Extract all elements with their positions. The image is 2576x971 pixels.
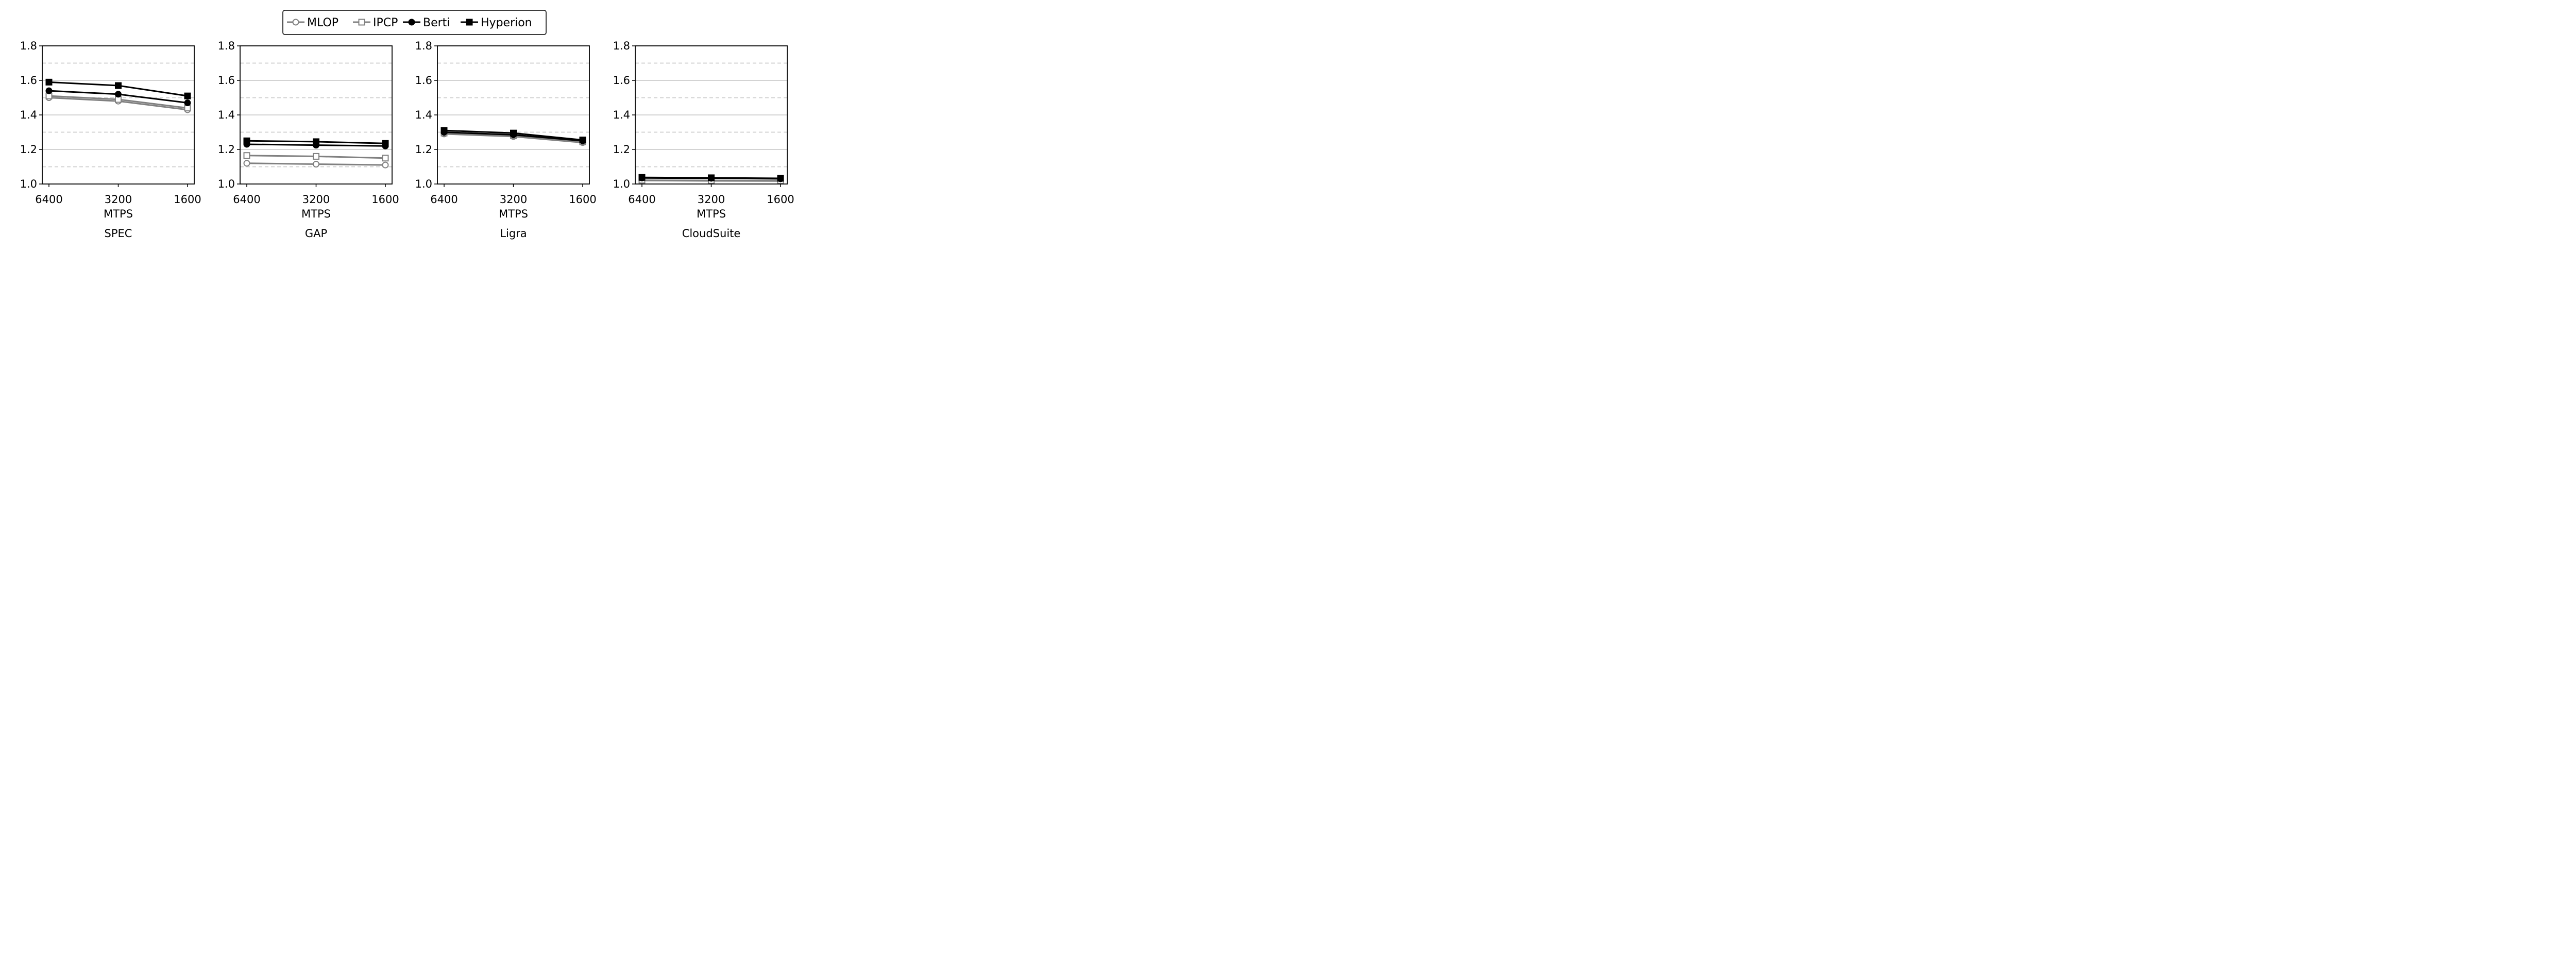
data-point <box>115 82 122 89</box>
legend-label: Berti <box>423 16 450 29</box>
data-point <box>313 153 319 160</box>
legend-marker <box>292 19 299 26</box>
data-point <box>115 91 122 98</box>
legend-entry-mlop: MLOP <box>287 16 338 29</box>
data-point <box>440 127 448 134</box>
series-hyperion <box>45 78 191 99</box>
x-tick-label: 3200 <box>302 193 330 206</box>
x-tick-label: 6400 <box>35 193 62 206</box>
x-tick-label: 6400 <box>628 193 655 206</box>
y-tick-label: 1.6 <box>415 74 432 87</box>
y-tick-label: 1.2 <box>613 143 630 156</box>
y-tick-label: 1.4 <box>20 109 37 121</box>
x-tick-label: 1600 <box>767 193 794 206</box>
panel-spec: 1.0 1.2 1.4 1.6 1.8 6400 3200 1600 MTPS SPEC <box>20 40 201 240</box>
data-point <box>45 87 53 94</box>
data-point <box>184 92 191 99</box>
x-tick-label: 1600 <box>174 193 201 206</box>
series-ipcp <box>243 152 389 162</box>
legend-entry-ipcp: IPCP <box>353 16 398 29</box>
y-tick-label: 1.2 <box>415 143 432 156</box>
data-point <box>243 160 250 167</box>
legend-label: Hyperion <box>481 16 532 29</box>
data-point <box>382 155 389 162</box>
data-point <box>313 160 319 168</box>
panel-title: Ligra <box>500 227 527 240</box>
series-berti <box>45 87 191 107</box>
y-tick-label: 1.4 <box>218 109 235 121</box>
legend-label: IPCP <box>373 16 398 29</box>
legend-entry-hyperion: Hyperion <box>461 16 532 29</box>
y-tick-label: 1.4 <box>613 109 630 121</box>
y-tick-label: 1.2 <box>20 143 37 156</box>
y-tick-label: 1.0 <box>20 178 37 190</box>
legend-entry-berti: Berti <box>403 16 450 29</box>
x-axis-label: MTPS <box>104 208 133 220</box>
x-tick-label: 3200 <box>105 193 132 206</box>
series-hyperion <box>243 137 389 147</box>
y-tick-label: 1.8 <box>20 40 37 52</box>
y-tick-label: 1.0 <box>218 178 235 190</box>
y-tick-label: 1.0 <box>613 178 630 190</box>
data-point <box>777 175 784 182</box>
data-point <box>382 140 389 147</box>
y-tick-label: 1.8 <box>415 40 432 52</box>
y-tick-label: 1.4 <box>415 109 432 121</box>
x-tick-label: 6400 <box>233 193 260 206</box>
legend: MLOP IPCP Berti Hyperion <box>282 10 547 35</box>
legend-marker <box>466 19 473 26</box>
plot-frame <box>635 45 788 185</box>
legend-marker <box>358 19 365 26</box>
x-axis-label: MTPS <box>499 208 528 220</box>
x-tick-label: 3200 <box>698 193 725 206</box>
x-tick-label: 1600 <box>371 193 399 206</box>
data-point <box>184 99 191 107</box>
chart-figure: 1.0 1.2 1.4 1.6 1.8 6400 3200 1600 MTPS SPEC 1.0 1.… <box>0 0 808 251</box>
x-tick-label: 3200 <box>500 193 527 206</box>
y-tick-label: 1.8 <box>218 40 235 52</box>
data-point <box>708 174 715 181</box>
data-point <box>243 137 250 144</box>
x-axis-label: MTPS <box>697 208 726 220</box>
plot-frame <box>240 45 393 185</box>
panel-title: CloudSuite <box>682 227 741 240</box>
y-tick-label: 1.6 <box>613 74 630 87</box>
data-point <box>382 161 389 169</box>
x-tick-label: 6400 <box>430 193 457 206</box>
data-point <box>638 174 646 181</box>
panel-gap: 1.0 1.2 1.4 1.6 1.8 6400 3200 1600 MTPS GAP <box>218 40 399 240</box>
panel-title: GAP <box>305 227 327 240</box>
y-tick-label: 1.8 <box>613 40 630 52</box>
panel-title: SPEC <box>105 227 132 240</box>
y-tick-label: 1.2 <box>218 143 235 156</box>
x-tick-label: 1600 <box>569 193 596 206</box>
data-point <box>313 138 319 145</box>
legend-label: MLOP <box>307 16 338 29</box>
panel-ligra: 1.0 1.2 1.4 1.6 1.8 6400 3200 1600 MTPS Ligra <box>415 40 597 240</box>
y-tick-label: 1.6 <box>20 74 37 87</box>
series-hyperion <box>638 174 784 182</box>
series-hyperion <box>440 127 586 144</box>
data-point <box>243 152 250 159</box>
x-axis-label: MTPS <box>301 208 331 220</box>
data-point <box>579 137 586 144</box>
legend-marker <box>408 19 415 26</box>
y-tick-label: 1.6 <box>218 74 235 87</box>
plot-frame <box>42 45 195 185</box>
plot-frame <box>437 45 590 185</box>
data-point <box>45 78 53 86</box>
data-point <box>510 129 517 137</box>
panel-cloudsuite: 1.0 1.2 1.4 1.6 1.8 6400 3200 1600 MTPS CloudSuit… <box>613 40 794 240</box>
y-tick-label: 1.0 <box>415 178 432 190</box>
series-mlop <box>243 160 389 169</box>
